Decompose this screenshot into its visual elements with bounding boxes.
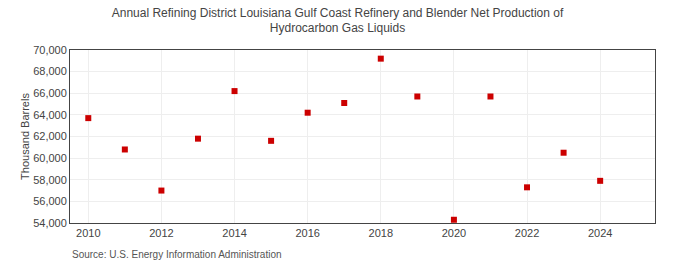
svg-text:70,000: 70,000 <box>33 44 67 56</box>
svg-text:2012: 2012 <box>149 227 173 239</box>
svg-text:2010: 2010 <box>76 227 100 239</box>
svg-text:2014: 2014 <box>222 227 246 239</box>
svg-text:56,000: 56,000 <box>33 195 67 207</box>
svg-text:54,000: 54,000 <box>33 217 67 229</box>
svg-text:Source: U.S. Energy Informatio: Source: U.S. Energy Information Administ… <box>72 249 282 260</box>
svg-text:2022: 2022 <box>515 227 539 239</box>
svg-text:60,000: 60,000 <box>33 152 67 164</box>
svg-text:2016: 2016 <box>295 227 319 239</box>
svg-text:Annual Refining District Louis: Annual Refining District Louisiana Gulf … <box>112 6 564 36</box>
svg-text:2020: 2020 <box>442 227 466 239</box>
svg-text:2024: 2024 <box>588 227 612 239</box>
svg-text:62,000: 62,000 <box>33 130 67 142</box>
svg-text:64,000: 64,000 <box>33 109 67 121</box>
svg-text:2018: 2018 <box>369 227 393 239</box>
svg-text:66,000: 66,000 <box>33 87 67 99</box>
svg-text:58,000: 58,000 <box>33 174 67 186</box>
svg-text:Thousand Barrels: Thousand Barrels <box>19 93 31 180</box>
svg-text:68,000: 68,000 <box>33 65 67 77</box>
